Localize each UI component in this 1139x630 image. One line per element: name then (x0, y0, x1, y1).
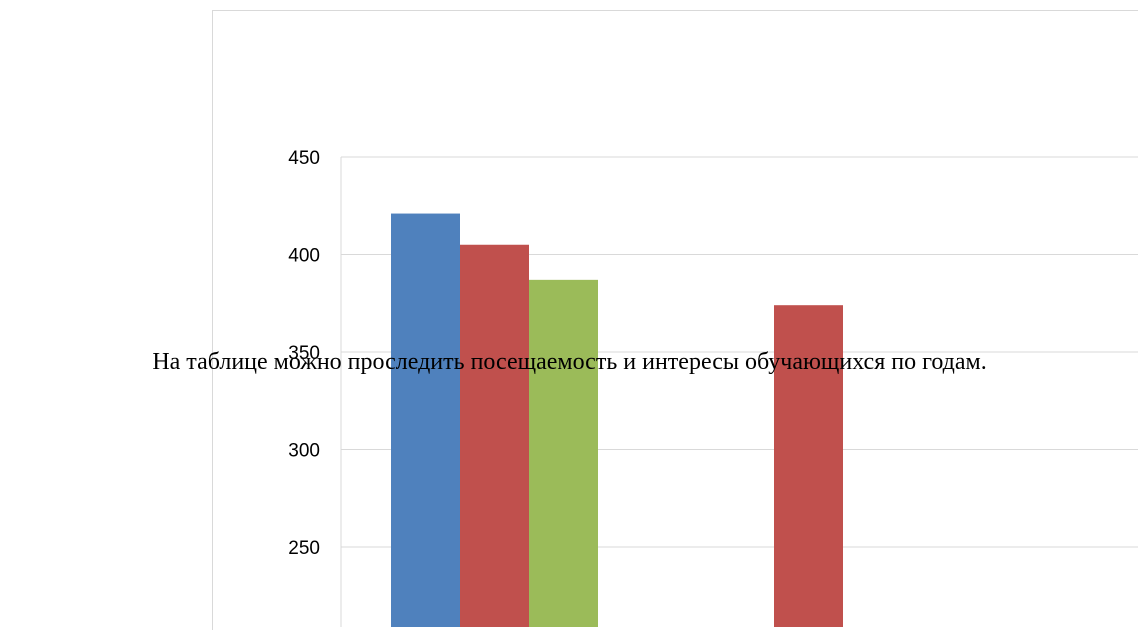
y-tick-label-450: 450 (288, 148, 320, 169)
y-tick-labels: 250 300 350 400 450 (288, 148, 320, 559)
bars (391, 213, 843, 627)
y-tick-label-250: 250 (288, 538, 320, 559)
caption-text: На таблице можно проследить посещаемость… (152, 349, 987, 375)
y-tick-label-300: 300 (288, 441, 320, 462)
bar-group1-series2 (460, 244, 529, 627)
bar-group2-series2 (774, 305, 843, 627)
y-tick-label-400: 400 (288, 246, 320, 267)
bar-group1-series1 (391, 213, 460, 627)
y-tick-label-350: 350 (288, 343, 320, 364)
chart-frame (212, 10, 1138, 630)
bar-group1-series3 (529, 279, 598, 627)
